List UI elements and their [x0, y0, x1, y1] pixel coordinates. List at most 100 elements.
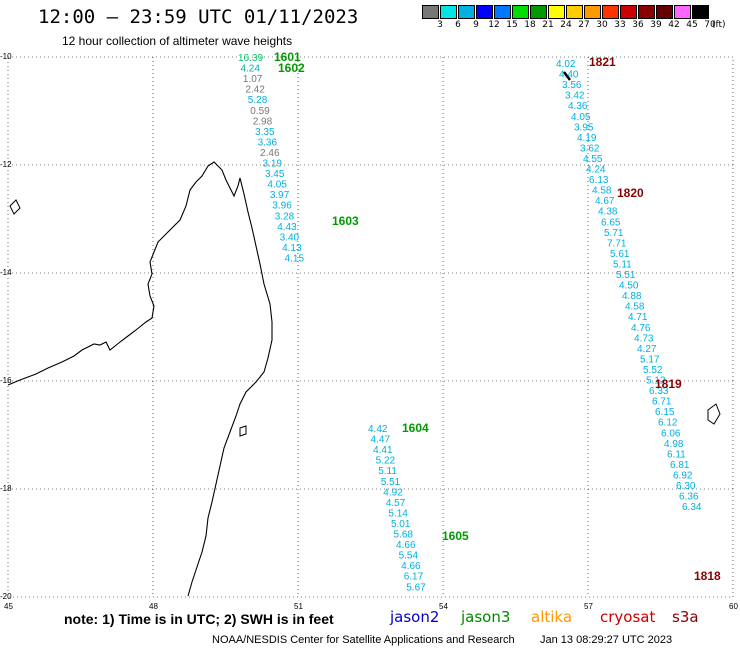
satellite-legend-jason2: jason2 [390, 608, 440, 626]
color-scale-cell [458, 5, 475, 19]
longitude-label: 48 [149, 602, 158, 611]
color-scale-label: 18 [524, 20, 536, 30]
wave-height-value: 6.15 [655, 407, 675, 418]
wave-height-value: 5.67 [406, 582, 426, 593]
wave-height-value: 4.57 [386, 498, 406, 509]
wave-height-value: 4.88 [622, 291, 642, 302]
wave-height-value: 3.36 [258, 137, 278, 148]
wave-height-value: 5.51 [616, 270, 636, 281]
wave-height-value: 3.95 [574, 122, 594, 133]
wave-height-value: 5.28 [248, 95, 268, 106]
wave-height-value: 4.42 [368, 424, 388, 435]
latitude-label: -20 [0, 592, 12, 601]
satellite-legend-jason3: jason3 [461, 608, 511, 626]
wave-height-value: 5.11 [378, 466, 397, 477]
footer-timestamp: Jan 13 08:29:27 UTC 2023 [540, 634, 673, 646]
wave-height-value: 3.45 [265, 169, 285, 180]
wave-height-value: 16.39 [238, 53, 263, 64]
wave-height-value: 4.66 [401, 561, 421, 572]
footer-note: note: 1) Time is in UTC; 2) SWH is in fe… [64, 611, 334, 627]
color-scale-label: 33 [614, 20, 626, 30]
footer-credit: NOAA/NESDIS Center for Satellite Applica… [212, 634, 515, 646]
pass-number-label: 1819 [655, 377, 682, 391]
wave-height-value: 4.38 [598, 207, 618, 218]
islet-reunion [707, 403, 721, 425]
wave-height-value: 2.42 [245, 85, 265, 96]
color-scale-label: 12 [488, 20, 500, 30]
wave-height-value: 3.97 [270, 190, 290, 201]
wave-height-value: 6.81 [670, 460, 690, 471]
color-scale-cell [422, 5, 439, 19]
wave-height-value: 4.58 [625, 302, 645, 313]
color-scale-cell [584, 5, 601, 19]
satellite-legend-cryosat: cryosat [600, 608, 656, 626]
wave-height-value: 5.01 [391, 519, 411, 530]
wave-height-value: 5.68 [394, 530, 414, 541]
longitude-label: 57 [584, 602, 593, 611]
color-scale-cell [494, 5, 511, 19]
color-scale-cell [638, 5, 655, 19]
color-scale-label: 9 [473, 20, 479, 30]
longitude-label: 45 [4, 602, 13, 611]
wave-height-value: 4.27 [637, 344, 657, 355]
color-scale-label: 42 [668, 20, 680, 30]
wave-height-value: 4.43 [277, 222, 297, 233]
wave-height-value: 3.42 [565, 91, 585, 102]
color-scale-label: 24 [560, 20, 572, 30]
pass-number-label: 1820 [617, 186, 644, 200]
wave-height-value: 4.76 [631, 323, 651, 334]
madagascar-coastline [7, 161, 273, 597]
wave-height-value: 6.12 [658, 418, 678, 429]
pass-number-label: 1602 [278, 61, 305, 75]
color-scale-label: 15 [506, 20, 518, 30]
color-scale-cell [692, 5, 709, 19]
wave-height-value: 1.07 [243, 74, 263, 85]
wave-height-value: 4.98 [664, 439, 684, 450]
wave-height-value: 6.34 [682, 502, 702, 513]
wave-height-value: 3.35 [255, 127, 275, 138]
wave-height-value: 6.71 [652, 397, 672, 408]
wave-height-value: 4.02 [556, 59, 576, 70]
wave-height-value: 5.17 [640, 354, 660, 365]
color-scale-label: 45 [686, 20, 698, 30]
pass-number-label: 1603 [332, 214, 359, 228]
color-scale-labels: 3 6 9 12 15 18 21 24 27 30 33 36 39 42 45 70 [422, 20, 740, 32]
coastline [7, 71, 721, 597]
latitude-label: -12 [0, 160, 12, 169]
color-scale-bar [422, 5, 710, 19]
color-scale-label: 27 [578, 20, 590, 30]
wave-height-value: 4.55 [583, 154, 603, 165]
wave-height-value: 0.59 [250, 106, 270, 117]
longitude-label: 54 [439, 602, 448, 611]
satellite-legend-altika: altika [531, 608, 573, 626]
page-subtitle: 12 hour collection of altimeter wave hei… [62, 34, 293, 48]
longitude-label: 60 [729, 602, 738, 611]
latitude-label: -14 [0, 268, 12, 277]
wave-height-value: 4.73 [634, 333, 654, 344]
wave-height-value: 4.05 [571, 112, 591, 123]
wave-height-value: 4.92 [383, 487, 403, 498]
color-scale-cell [602, 5, 619, 19]
wave-height-value: 4.36 [568, 101, 588, 112]
color-scale-cell [620, 5, 637, 19]
wave-height-value: 4.19 [577, 133, 597, 144]
wave-height-value: 3.28 [275, 211, 295, 222]
longitude-label: 51 [294, 602, 303, 611]
pass-1821-segment [563, 71, 571, 81]
wave-height-value: 6.65 [601, 217, 621, 228]
wave-height-value: 4.24 [586, 165, 606, 176]
wave-height-value: 4.24 [240, 64, 260, 75]
wave-height-value: 4.13 [282, 243, 302, 254]
wave-height-value: 6.30 [676, 481, 696, 492]
wave-height-value: 5.12 [646, 376, 666, 387]
wave-height-value: 6.92 [673, 470, 693, 481]
wave-height-value: 5.52 [643, 365, 663, 376]
color-scale-label: 21 [542, 20, 554, 30]
color-scale-unit: (ft) [712, 20, 726, 30]
wave-height-value: 4.47 [371, 435, 391, 446]
wave-height-value: 4.67 [595, 196, 615, 207]
wave-height-value: 3.40 [280, 232, 300, 243]
wave-height-value: 4.05 [267, 180, 287, 191]
wave-height-value: 4.58 [592, 186, 612, 197]
wave-height-value: 4.50 [619, 281, 639, 292]
